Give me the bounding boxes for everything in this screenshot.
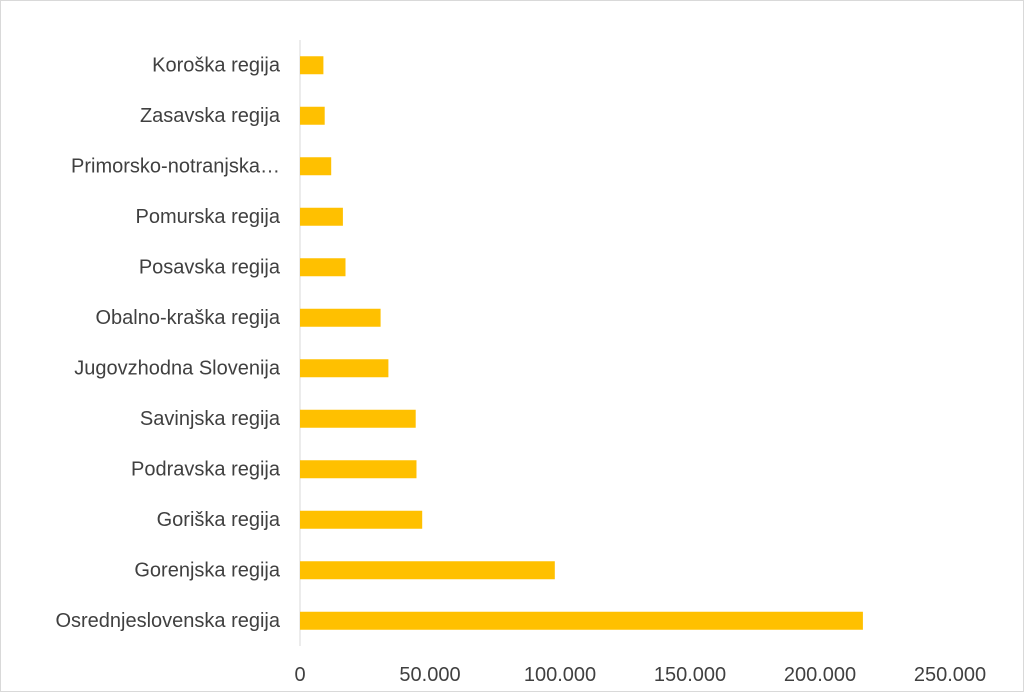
bar bbox=[300, 308, 381, 327]
category-label: Gorenjska regija bbox=[134, 559, 281, 581]
category-labels-group: Koroška regija Zasavska regija Primorsko-n… bbox=[55, 54, 280, 632]
x-tick-label: 50.000 bbox=[399, 664, 460, 686]
bar bbox=[300, 56, 324, 75]
bar bbox=[300, 460, 417, 479]
x-tick-labels-group: 0 50.000 100.000 150.000 200.000 250.000 bbox=[294, 664, 986, 686]
bar bbox=[300, 359, 389, 378]
category-label: Savinjska regija bbox=[140, 408, 281, 430]
bar bbox=[300, 611, 863, 630]
bar bbox=[300, 258, 346, 277]
category-label: Osrednjeslovenska regija bbox=[55, 610, 280, 632]
category-label: Obalno-kraška regija bbox=[95, 307, 280, 329]
bar bbox=[300, 207, 343, 226]
category-label: Zasavska regija bbox=[140, 105, 281, 127]
category-label: Koroška regija bbox=[152, 54, 281, 76]
category-label: Primorsko-notranjska… bbox=[71, 155, 280, 177]
x-tick-label: 150.000 bbox=[654, 664, 726, 686]
bar bbox=[300, 106, 325, 125]
category-label: Posavska regija bbox=[139, 256, 281, 278]
bar bbox=[300, 510, 423, 529]
x-tick-label: 100.000 bbox=[524, 664, 596, 686]
bar bbox=[300, 561, 555, 580]
category-label: Podravska regija bbox=[131, 458, 281, 480]
x-tick-label: 200.000 bbox=[784, 664, 856, 686]
category-label: Pomurska regija bbox=[135, 206, 280, 228]
bar bbox=[300, 409, 416, 428]
category-label: Goriška regija bbox=[157, 509, 281, 531]
bar bbox=[300, 157, 332, 176]
category-label: Jugovzhodna Slovenija bbox=[74, 357, 281, 379]
x-tick-label: 0 bbox=[294, 664, 305, 686]
x-tick-label: 250.000 bbox=[914, 664, 986, 686]
bars-group bbox=[300, 56, 863, 630]
